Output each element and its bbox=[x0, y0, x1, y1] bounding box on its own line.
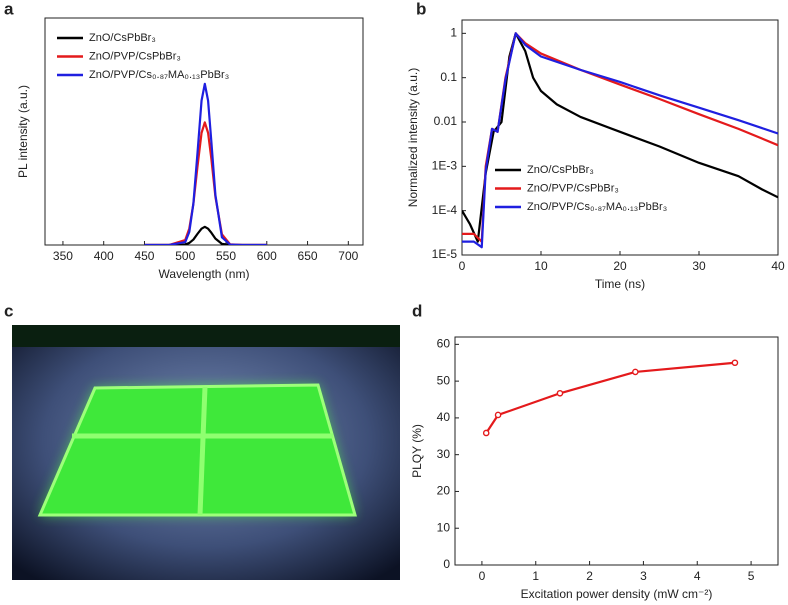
y-tick-label: 1 bbox=[450, 26, 457, 40]
point bbox=[556, 389, 564, 397]
legend-label: ZnO/PVP/CsPbBr₃ bbox=[527, 182, 619, 194]
x-tick-label: 450 bbox=[134, 249, 154, 263]
x-tick-label: 550 bbox=[216, 249, 236, 263]
x-tick-label: 500 bbox=[175, 249, 195, 263]
x-axis-label: Wavelength (nm) bbox=[159, 267, 250, 281]
series-line bbox=[144, 82, 267, 245]
plot-area bbox=[462, 32, 778, 249]
y-tick-label: 20 bbox=[437, 484, 451, 498]
point bbox=[731, 359, 739, 367]
plot-area bbox=[482, 359, 739, 437]
x-tick-label: 2 bbox=[586, 569, 593, 583]
plot-area bbox=[144, 82, 267, 245]
x-tick-label: 5 bbox=[748, 569, 755, 583]
x-axis-label: Time (ns) bbox=[595, 277, 645, 291]
x-tick-label: 20 bbox=[613, 259, 627, 273]
y-tick-label: 0 bbox=[443, 557, 450, 571]
y-tick-label: 40 bbox=[437, 410, 451, 424]
x-tick-label: 0 bbox=[459, 259, 466, 273]
photo bbox=[12, 325, 400, 580]
y-tick-label: 10 bbox=[437, 520, 451, 534]
plot-frame bbox=[454, 336, 779, 566]
panel-letter: b bbox=[416, 0, 426, 18]
series-line bbox=[485, 361, 736, 434]
x-tick-label: 700 bbox=[338, 249, 358, 263]
film bbox=[37, 383, 357, 517]
series-line bbox=[462, 32, 778, 249]
panel-letter: d bbox=[412, 301, 422, 320]
point bbox=[632, 368, 639, 376]
panel-letter: c bbox=[4, 301, 13, 320]
film-seam bbox=[197, 386, 208, 516]
series-line bbox=[144, 225, 267, 245]
x-tick-label: 650 bbox=[298, 249, 318, 263]
y-tick-label: 60 bbox=[437, 337, 451, 351]
x-tick-label: 600 bbox=[257, 249, 277, 263]
x-tick-label: 30 bbox=[692, 259, 706, 273]
y-tick-label: 0.01 bbox=[434, 114, 458, 128]
point bbox=[482, 429, 490, 437]
plot-frame bbox=[44, 17, 364, 246]
legend-label: ZnO/CsPbBr₃ bbox=[89, 32, 156, 44]
y-axis-label: PL intensity (a.u.) bbox=[16, 85, 30, 178]
y-tick-label: 1E-3 bbox=[432, 159, 458, 173]
point bbox=[494, 411, 502, 419]
legend-label: ZnO/PVP/Cs₀.₈₇MA₀.₁₃PbBr₃ bbox=[527, 201, 667, 213]
x-tick-label: 0 bbox=[479, 569, 486, 583]
legend-label: ZnO/PVP/CsPbBr₃ bbox=[89, 50, 181, 62]
x-tick-label: 40 bbox=[771, 259, 785, 273]
y-axis-label: PLQY (%) bbox=[410, 424, 424, 478]
x-tick-label: 3 bbox=[640, 569, 647, 583]
y-tick-label: 1E-4 bbox=[432, 203, 458, 217]
y-tick-label: 0.1 bbox=[440, 70, 457, 84]
photo-top bbox=[12, 325, 400, 347]
legend-label: ZnO/CsPbBr₃ bbox=[527, 164, 594, 176]
y-tick-label: 50 bbox=[437, 373, 451, 387]
panel-letter: a bbox=[4, 0, 14, 18]
x-tick-label: 10 bbox=[534, 259, 548, 273]
y-axis-label: Normalized intensity (a.u.) bbox=[406, 68, 420, 207]
x-axis-label: Excitation power density (mW cm⁻²) bbox=[521, 587, 713, 601]
x-tick-label: 1 bbox=[532, 569, 539, 583]
legend-label: ZnO/PVP/Cs₀.₈₇MA₀.₁₃PbBr₃ bbox=[89, 69, 229, 81]
x-tick-label: 4 bbox=[694, 569, 701, 583]
x-tick-label: 350 bbox=[53, 249, 73, 263]
y-tick-label: 30 bbox=[437, 447, 451, 461]
y-tick-label: 1E-5 bbox=[432, 247, 458, 261]
x-tick-label: 400 bbox=[94, 249, 114, 263]
